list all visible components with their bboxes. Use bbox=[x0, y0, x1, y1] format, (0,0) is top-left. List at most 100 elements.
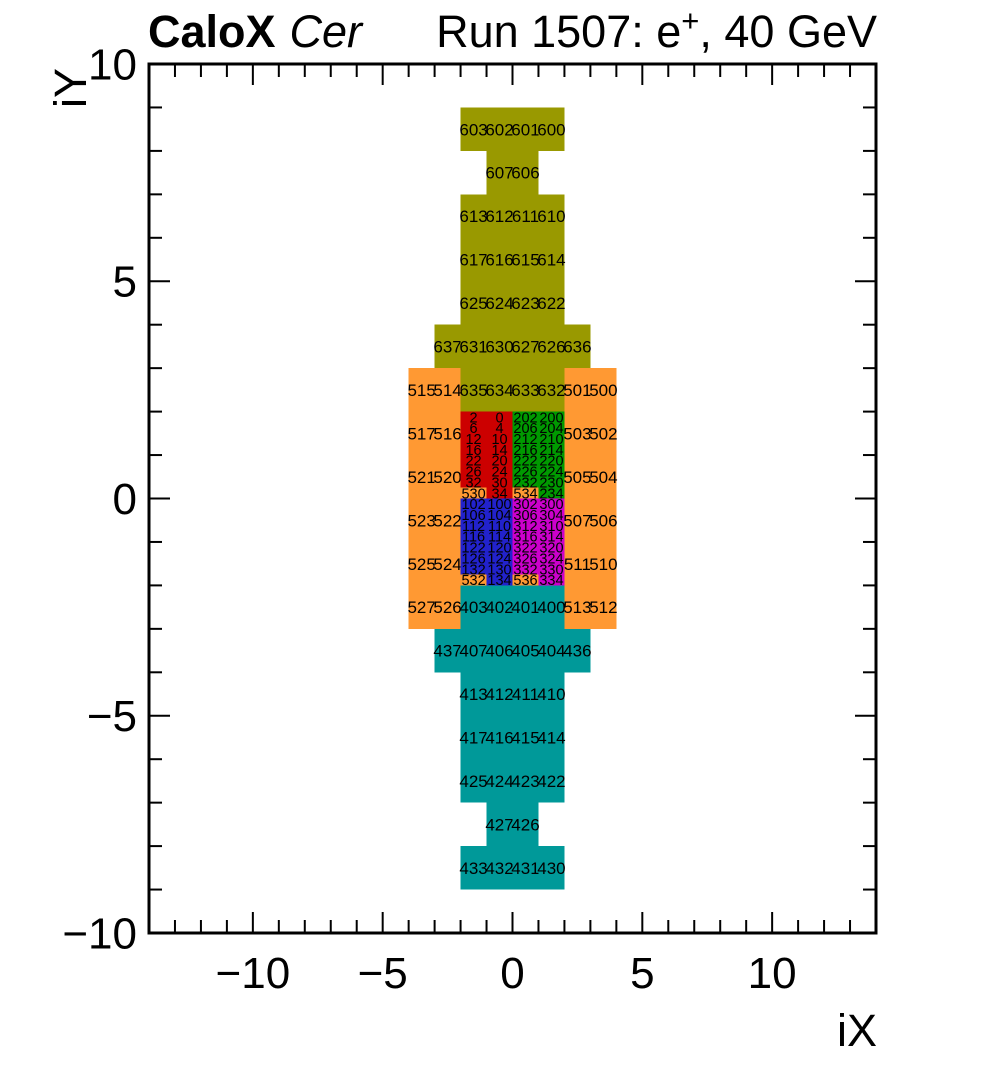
cell-300 bbox=[538, 498, 565, 510]
cell-622 bbox=[538, 281, 565, 325]
cell-label-226: 226 bbox=[513, 465, 537, 481]
x-tick-label: 10 bbox=[748, 949, 797, 998]
cell-label-214: 214 bbox=[539, 443, 563, 459]
cell-label-413: 413 bbox=[459, 685, 487, 704]
y-tick-label: −5 bbox=[87, 692, 137, 741]
cell-416 bbox=[486, 715, 513, 760]
cell-label-300: 300 bbox=[539, 497, 563, 513]
cell-label-433: 433 bbox=[459, 859, 487, 878]
cell-label-412: 412 bbox=[485, 685, 513, 704]
cell-526 bbox=[434, 585, 461, 629]
cell-505 bbox=[564, 455, 591, 499]
cell-label-523: 523 bbox=[407, 511, 435, 530]
cell-517 bbox=[408, 411, 435, 456]
cell-631 bbox=[460, 324, 487, 369]
cell-501 bbox=[564, 368, 591, 412]
cell-label-404: 404 bbox=[537, 642, 565, 661]
cell-513 bbox=[564, 585, 591, 629]
cell-label-524: 524 bbox=[433, 555, 461, 574]
cell-label-603: 603 bbox=[459, 120, 487, 139]
cell-label-532: 532 bbox=[461, 573, 485, 589]
cell-623 bbox=[512, 281, 539, 325]
cell-label-326: 326 bbox=[513, 551, 537, 567]
cell-label-615: 615 bbox=[511, 251, 539, 270]
cell-206 bbox=[512, 422, 539, 434]
cell-512 bbox=[590, 585, 617, 629]
cell-601 bbox=[512, 107, 539, 151]
cell-label-306: 306 bbox=[513, 508, 537, 524]
cell-22 bbox=[460, 455, 487, 466]
cell-116 bbox=[460, 531, 487, 542]
cell-label-0: 0 bbox=[495, 410, 503, 426]
cell-523 bbox=[408, 498, 435, 542]
cell-label-602: 602 bbox=[485, 120, 513, 139]
cell-516 bbox=[434, 411, 461, 456]
cell-226 bbox=[512, 465, 539, 477]
cell-636 bbox=[564, 324, 591, 369]
cell-label-632: 632 bbox=[537, 381, 565, 400]
x-tick-label: 5 bbox=[630, 949, 654, 998]
cell-216 bbox=[512, 444, 539, 456]
cell-124 bbox=[486, 552, 513, 564]
cell-label-525: 525 bbox=[407, 555, 435, 574]
cell-306 bbox=[512, 509, 539, 521]
cell-615 bbox=[512, 237, 539, 282]
cell-label-232: 232 bbox=[513, 475, 537, 491]
cell-label-332: 332 bbox=[513, 562, 537, 578]
cell-label-610: 610 bbox=[537, 207, 565, 226]
cell-102 bbox=[460, 498, 487, 510]
cell-label-116: 116 bbox=[462, 530, 485, 546]
cell-607 bbox=[486, 150, 513, 195]
cell-316 bbox=[512, 531, 539, 542]
cell-425 bbox=[460, 759, 487, 803]
cell-label-606: 606 bbox=[511, 164, 539, 183]
cell-500 bbox=[590, 368, 617, 412]
cell-label-624: 624 bbox=[485, 294, 513, 313]
cell-603 bbox=[460, 107, 487, 151]
plot-title: CaloX Cer bbox=[148, 6, 364, 57]
cell-label-503: 503 bbox=[563, 424, 591, 443]
cell-2 bbox=[460, 411, 487, 423]
cell-label-633: 633 bbox=[511, 381, 539, 400]
cell-label-520: 520 bbox=[433, 468, 461, 487]
y-axis-title: iY bbox=[45, 68, 96, 108]
cell-label-407: 407 bbox=[459, 642, 487, 661]
cell-label-411: 411 bbox=[512, 685, 539, 704]
cell-label-120: 120 bbox=[487, 541, 511, 557]
cell-label-522: 522 bbox=[433, 511, 461, 530]
cell-label-320: 320 bbox=[539, 541, 563, 557]
cell-label-206: 206 bbox=[513, 421, 537, 437]
x-tick-label: −5 bbox=[358, 949, 408, 998]
cell-405 bbox=[512, 628, 539, 673]
cell-134 bbox=[486, 574, 513, 586]
cell-534 bbox=[512, 487, 539, 499]
cell-602 bbox=[486, 107, 513, 151]
cell-614 bbox=[538, 237, 565, 282]
cell-413 bbox=[460, 672, 487, 716]
cell-label-110: 110 bbox=[488, 519, 511, 535]
cell-632 bbox=[538, 368, 565, 412]
cell-611 bbox=[512, 194, 539, 238]
cell-112 bbox=[460, 520, 487, 532]
cell-label-514: 514 bbox=[433, 381, 461, 400]
cell-326 bbox=[512, 552, 539, 564]
cell-507 bbox=[564, 498, 591, 542]
cell-label-10: 10 bbox=[491, 432, 507, 448]
cell-label-631: 631 bbox=[459, 338, 487, 357]
cell-label-617: 617 bbox=[459, 251, 487, 270]
cell-label-224: 224 bbox=[539, 465, 563, 481]
cell-404 bbox=[538, 628, 565, 673]
cell-412 bbox=[486, 672, 513, 716]
cell-30 bbox=[486, 476, 513, 488]
cell-12 bbox=[460, 433, 487, 445]
x-tick-label: 0 bbox=[500, 949, 524, 998]
cell-label-630: 630 bbox=[485, 338, 513, 357]
cell-label-422: 422 bbox=[537, 772, 565, 791]
cell-label-312: 312 bbox=[513, 519, 537, 535]
cell-521 bbox=[408, 455, 435, 499]
cell-510 bbox=[590, 541, 617, 586]
cell-524 bbox=[434, 541, 461, 586]
cell-label-530: 530 bbox=[461, 486, 485, 502]
cell-label-30: 30 bbox=[491, 475, 507, 491]
